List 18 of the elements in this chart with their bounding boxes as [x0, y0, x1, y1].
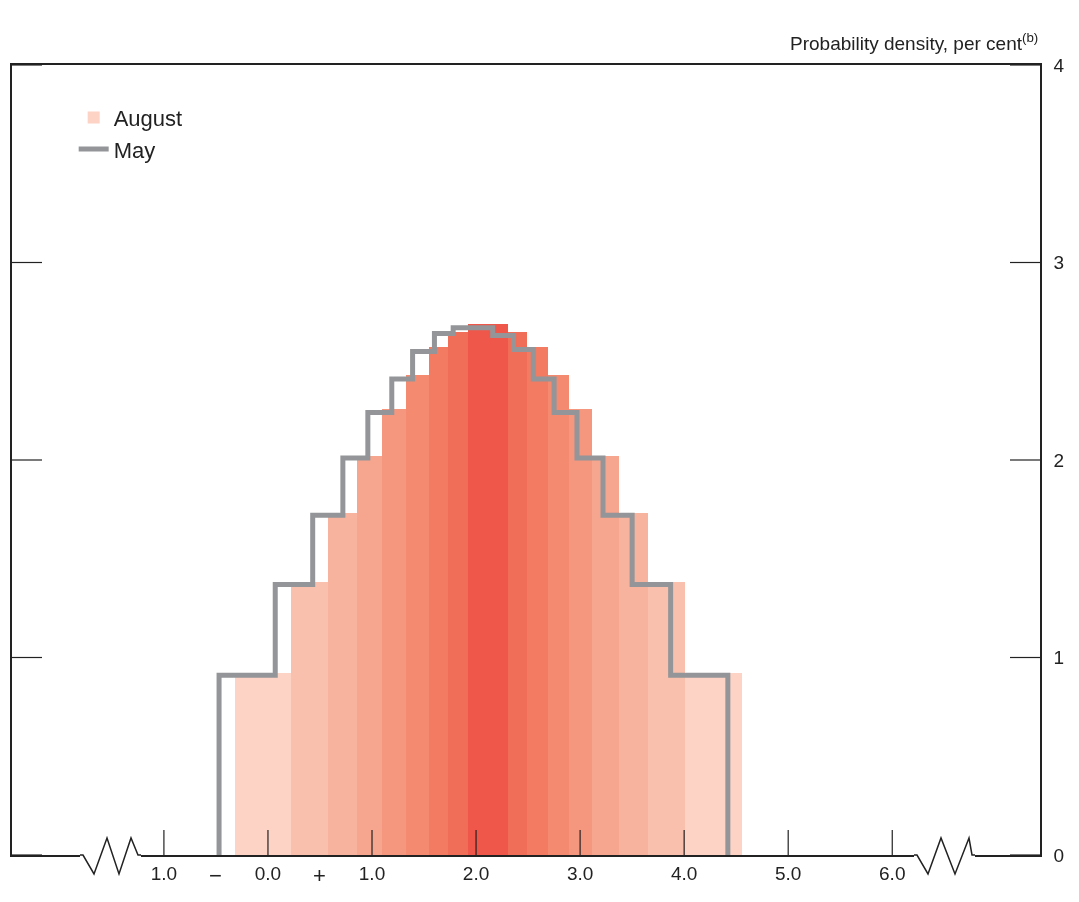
x-tick-label: 1.0: [358, 862, 386, 884]
x-tick-label: 4.0: [670, 862, 698, 884]
y-tick-label: 1: [1053, 647, 1065, 669]
y-tick-label: 2: [1053, 449, 1065, 471]
y-tick-label: 3: [1053, 252, 1065, 274]
x-tick-label: 5.0: [774, 862, 802, 884]
x-tick-label: 1.0: [150, 862, 178, 884]
y-axis-title: Probability density, per cent$^{(b)}$: [790, 30, 1039, 54]
x-tick-label: 3.0: [566, 862, 594, 884]
x-tick-label: 2.0: [462, 862, 490, 884]
y-tick-label: 0: [1053, 844, 1065, 866]
x-tick-label: 6.0: [879, 862, 906, 884]
legend-label: May: [113, 137, 156, 163]
y-tick-label: 4: [1053, 54, 1065, 76]
text: +: [313, 863, 326, 888]
text: −: [209, 863, 222, 888]
legend-label: August: [113, 105, 183, 131]
x-tick-label: 0.0: [254, 862, 282, 884]
